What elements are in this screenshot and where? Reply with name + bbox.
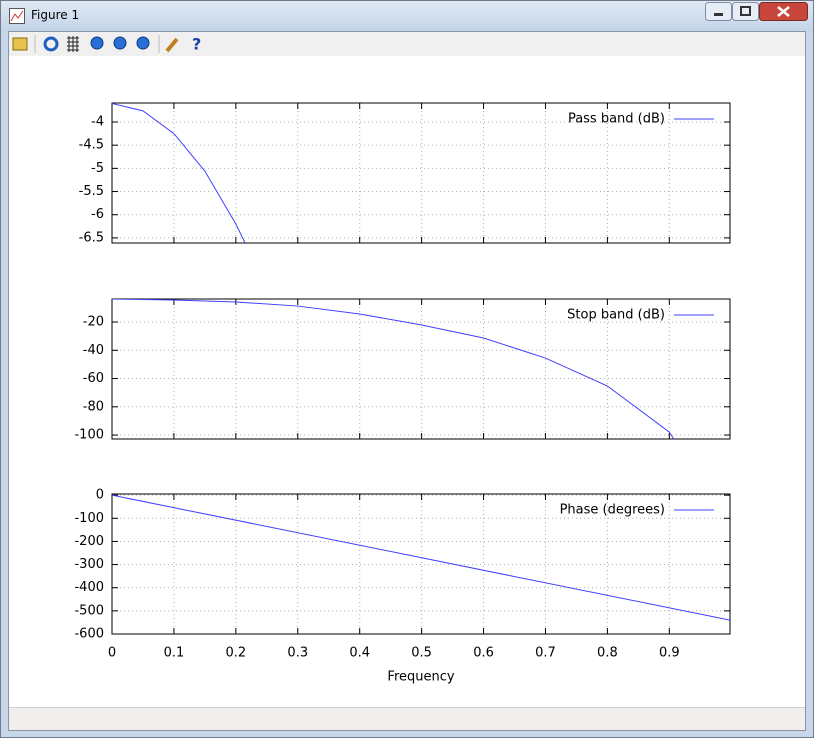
replot-button[interactable] — [43, 36, 59, 52]
app-icon — [9, 8, 25, 24]
client-area: ? — [8, 31, 806, 731]
status-bar — [9, 707, 805, 730]
export-button[interactable] — [12, 37, 28, 51]
config-button[interactable] — [165, 37, 179, 53]
zoom-prev-button[interactable] — [90, 36, 104, 50]
grid-button[interactable] — [67, 36, 79, 52]
maximize-button[interactable] — [732, 2, 759, 21]
minimize-icon — [714, 13, 723, 16]
close-icon — [777, 6, 790, 17]
zoom-next-button[interactable] — [113, 36, 127, 50]
toolbar: ? — [9, 32, 805, 56]
window-title: Figure 1 — [31, 8, 80, 22]
toolbar-icons: ? — [12, 35, 201, 54]
minimize-button[interactable] — [705, 2, 732, 21]
help-button[interactable]: ? — [192, 35, 201, 54]
maximize-icon — [740, 6, 751, 16]
title-bar: Figure 1 — [1, 1, 813, 31]
window-buttons — [705, 2, 808, 21]
autoscale-button[interactable] — [136, 36, 150, 50]
